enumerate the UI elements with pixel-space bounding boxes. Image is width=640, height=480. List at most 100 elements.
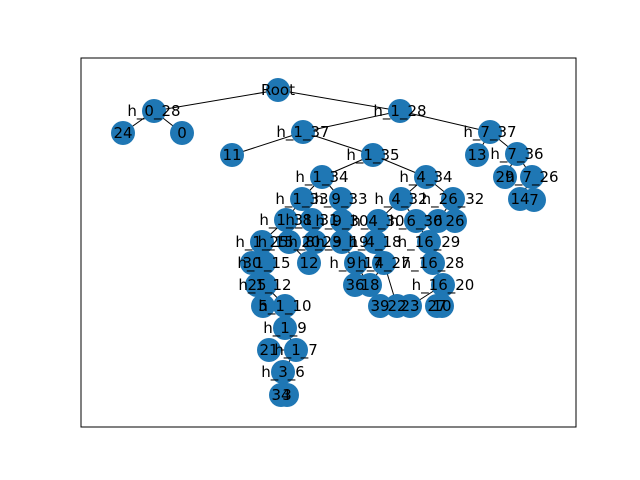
- node-label-h_4_32: h_4_32: [374, 190, 427, 209]
- node-label-10: 10: [432, 297, 451, 315]
- node-h_16_20: [431, 273, 455, 297]
- node-h_9_17: [344, 251, 368, 275]
- node-label-h_1_35: h_1_35: [346, 146, 399, 165]
- plot-frame: [80, 57, 577, 428]
- node-h_1_33: [290, 187, 314, 211]
- node-h_3_6: [271, 360, 295, 384]
- node-label-7: 7: [529, 191, 539, 209]
- node-label-h_6_30: h_6_30: [389, 212, 442, 231]
- node-label-h_7_37: h_7_37: [463, 123, 516, 142]
- label-layer: Root h_0_28 24 0 h_1_28 h_1_37 11 h_7_37 13 h_7_3…: [113, 81, 558, 404]
- node-label-h_26_32: h_26_32: [422, 190, 485, 209]
- node-h_4_30: [366, 209, 390, 233]
- node-label-h_1_7: h_1_7: [274, 341, 318, 360]
- node-h_1_35: [361, 143, 385, 167]
- node-h_1_9: [273, 316, 297, 340]
- node-label-h_9_19: h_9_19: [315, 233, 368, 252]
- node-h_15_20: [277, 230, 301, 254]
- node-label-h_9_17: h_9_17: [329, 254, 382, 273]
- node-21: [257, 338, 281, 362]
- node-23: [398, 294, 422, 318]
- node-h_4_18: [363, 230, 387, 254]
- edge-h_1_28-h_1_37: [302, 110, 401, 133]
- node-label-h_1_9: h_1_9: [263, 319, 307, 338]
- node-label-h_1_33: h_1_33: [275, 190, 328, 209]
- node-h_9_33: [329, 187, 353, 211]
- edge-h_1_37-11: [231, 131, 304, 156]
- node-h_16_29: [417, 230, 441, 254]
- node-label-h_16_29: h_16_29: [398, 233, 461, 252]
- node-h_7_26: [520, 165, 544, 189]
- node-label-h_7_36: h_7_36: [490, 145, 543, 164]
- node-6: [426, 209, 450, 233]
- node-label-36: 36: [345, 276, 364, 294]
- node-label-h_4_18: h_4_18: [348, 233, 401, 252]
- node-label-0: 0: [177, 124, 187, 142]
- node-h_1_37: [291, 120, 315, 144]
- edge-Root-h_1_28: [277, 89, 401, 112]
- node-label-h_1_28: h_1_28: [373, 102, 426, 121]
- node-label-13: 13: [467, 146, 486, 164]
- node-label-14: 14: [510, 190, 529, 208]
- node-label-39: 39: [370, 297, 389, 315]
- node-10: [430, 294, 454, 318]
- node-label-h_1_15: h_1_15: [237, 254, 290, 273]
- node-h_1_34: [310, 165, 334, 189]
- node-label-h_4_34: h_4_34: [399, 168, 452, 187]
- node-label-27: 27: [427, 297, 446, 315]
- node-label-23: 23: [400, 297, 419, 315]
- node-label-h_1_37: h_1_37: [276, 123, 329, 142]
- node-h_4_27: [372, 251, 396, 275]
- node-label-Root: Root: [261, 81, 295, 99]
- node-label-25: 25: [247, 276, 266, 294]
- node-h_26_32: [441, 187, 465, 211]
- node-label-h_0_28: h_0_28: [127, 102, 180, 121]
- node-label-h_4_30: h_4_30: [351, 212, 404, 231]
- node-label-h_8_31: h_8_31: [285, 211, 338, 230]
- node-label-5: 5: [258, 297, 268, 315]
- node-12: [297, 251, 321, 275]
- node-h_7_36: [505, 142, 529, 166]
- node-label-h_9_33: h_9_33: [314, 190, 367, 209]
- node-7: [522, 188, 546, 212]
- node-24: [111, 121, 135, 145]
- node-label-h_16_20: h_16_20: [412, 276, 475, 295]
- node-h_1_31: [274, 208, 298, 232]
- node-h_1_10: [273, 294, 297, 318]
- edge-Root-h_0_28: [153, 89, 279, 112]
- node-label-34: 34: [271, 386, 290, 404]
- node-h_9_30: [330, 209, 354, 233]
- node-h_1_25: [250, 230, 274, 254]
- node-h_16_28: [421, 251, 445, 275]
- node-label-h_15_20: h_15_20: [258, 233, 321, 252]
- node-5: [251, 294, 275, 318]
- node-18: [358, 273, 382, 297]
- node-13: [465, 143, 489, 167]
- node-25: [245, 273, 269, 297]
- node-26: [443, 209, 467, 233]
- node-h_9_19: [330, 230, 354, 254]
- node-h_4_32: [389, 187, 413, 211]
- node-0: [170, 121, 194, 145]
- node-29: [493, 165, 517, 189]
- node-34: [269, 383, 293, 407]
- node-label-h_1_10: h_1_10: [258, 297, 311, 316]
- edge-h_1_37-h_1_35: [302, 131, 374, 156]
- node-label-12: 12: [299, 254, 318, 272]
- node-label-h_9_30: h_9_30: [315, 212, 368, 231]
- node-h_1_7: [284, 338, 308, 362]
- node-39: [368, 294, 392, 318]
- node-label-30: 30: [242, 254, 261, 272]
- node-label-3: 3: [282, 386, 292, 404]
- node-label-18: 18: [360, 276, 379, 294]
- node-label-h_1_31: h_1_31: [259, 211, 312, 230]
- node-label-29: 29: [495, 168, 514, 186]
- node-Root: [266, 78, 290, 102]
- node-label-6: 6: [433, 212, 443, 230]
- node-h_0_28: [142, 99, 166, 123]
- node-h_7_37: [478, 120, 502, 144]
- node-h_6_30: [404, 209, 428, 233]
- node-label-h_4_27: h_4_27: [357, 254, 410, 273]
- node-label-h_16_28: h_16_28: [402, 254, 465, 273]
- node-label-h_7_26: h_7_26: [505, 168, 558, 187]
